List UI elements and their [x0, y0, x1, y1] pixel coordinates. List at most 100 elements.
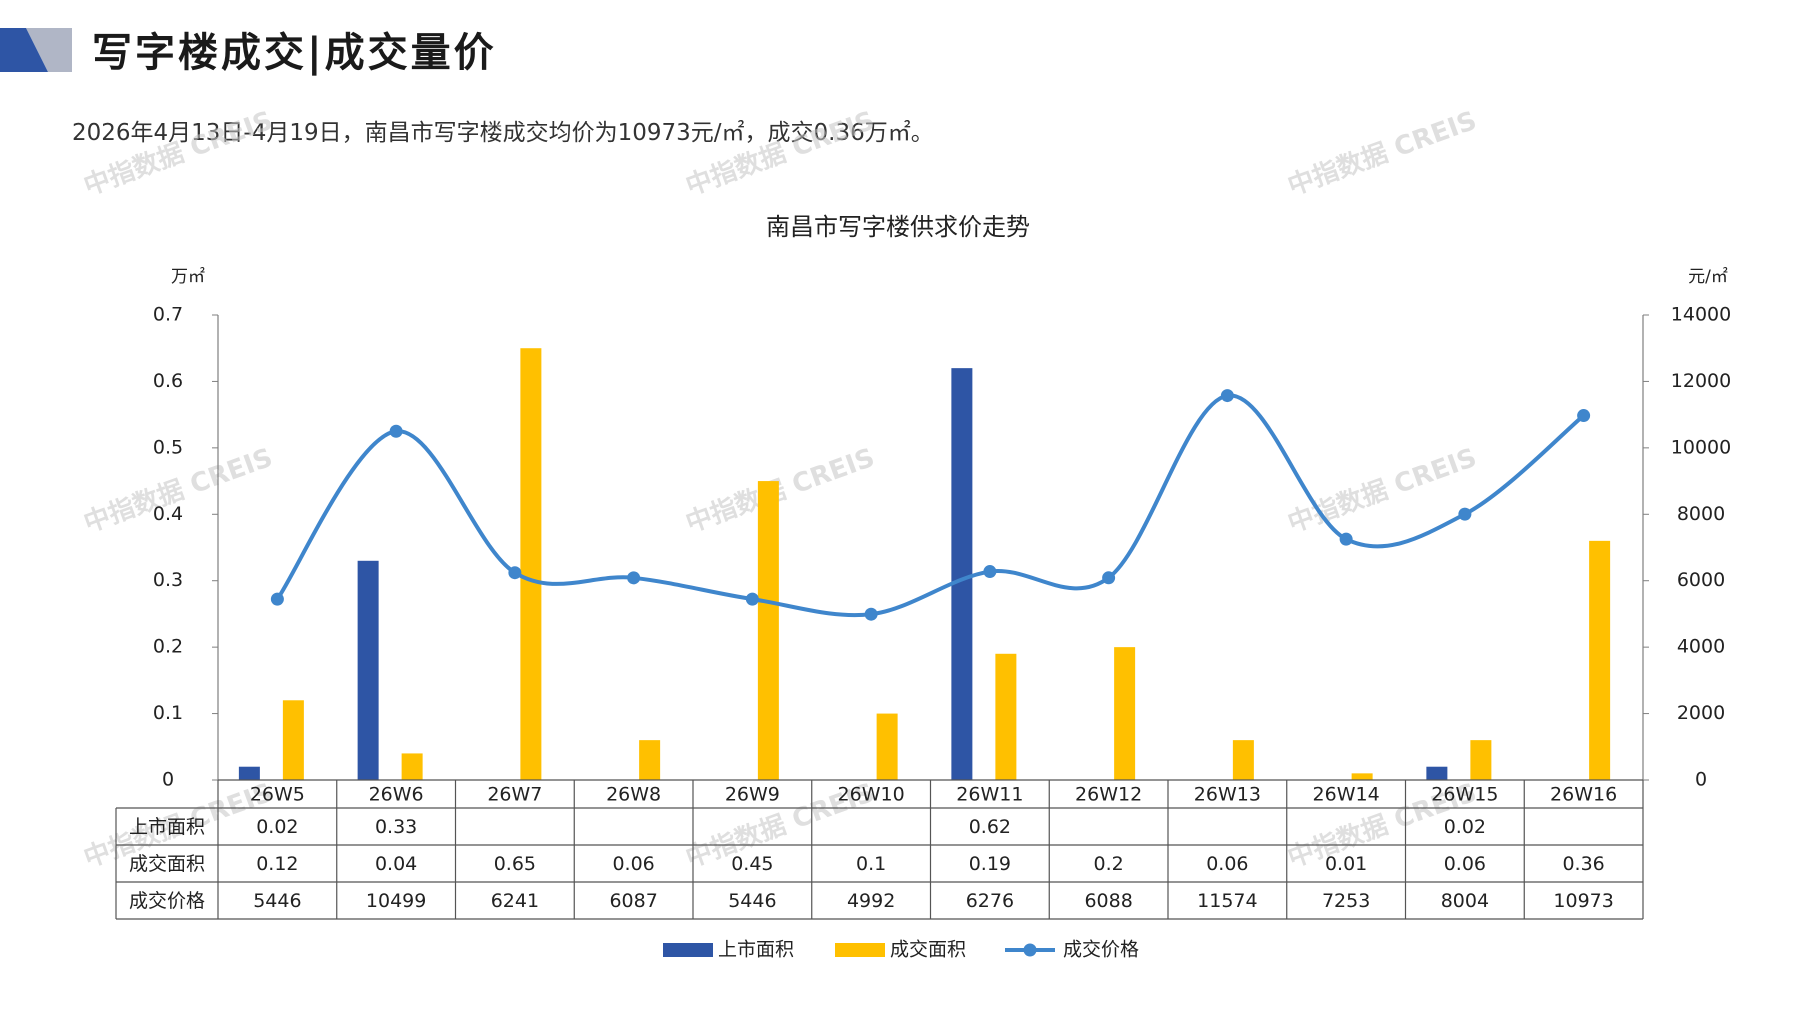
- bar-deal-area: [1589, 540, 1611, 780]
- bar-deal-area: [401, 753, 423, 780]
- price-point: [389, 424, 403, 438]
- legend-listed-swatch: [663, 943, 713, 957]
- table-cell: 7253: [1322, 890, 1370, 912]
- table-cell: 0.06: [1444, 853, 1486, 875]
- table-cell: 0.06: [1206, 853, 1248, 875]
- left-axis-unit: 万㎡: [171, 267, 205, 287]
- price-point: [864, 607, 878, 621]
- bar-deal-area: [639, 740, 661, 780]
- price-point: [270, 592, 284, 606]
- right-tick-label: 0: [1695, 769, 1707, 791]
- legend-price-label: 成交价格: [1063, 939, 1139, 961]
- table-row-label: 成交价格: [129, 890, 205, 912]
- price-point: [1220, 389, 1234, 403]
- table-cell: 0.2: [1094, 853, 1124, 875]
- table-cell: 10973: [1553, 890, 1613, 912]
- legend-deal-swatch: [835, 943, 885, 957]
- summary-text: 2026年4月13日-4月19日，南昌市写字楼成交均价为10973元/㎡，成交0…: [72, 120, 934, 146]
- table-cell: 0.19: [969, 853, 1011, 875]
- x-category-label: 26W12: [1075, 784, 1142, 806]
- price-point: [983, 565, 997, 579]
- x-category-label: 26W13: [1194, 784, 1261, 806]
- table-cell: 0.12: [256, 853, 298, 875]
- brand-logo-icon: [0, 28, 72, 72]
- bar-deal-area: [1351, 773, 1373, 780]
- table-cell: 6241: [491, 890, 539, 912]
- price-point: [627, 571, 641, 585]
- table-cell: 0.1: [856, 853, 886, 875]
- table-cell: 6088: [1084, 890, 1132, 912]
- x-category-label: 26W6: [369, 784, 424, 806]
- right-tick-label: 4000: [1677, 636, 1725, 658]
- table-cell: 6087: [609, 890, 657, 912]
- left-tick-label: 0.4: [153, 503, 183, 525]
- right-tick-label: 8000: [1677, 503, 1725, 525]
- table-cell: 0.04: [375, 853, 417, 875]
- left-tick-label: 0.7: [153, 304, 183, 326]
- table-cell: 5446: [253, 890, 301, 912]
- right-tick-label: 2000: [1677, 702, 1725, 724]
- page-title: 写字楼成交|成交量价: [92, 30, 497, 76]
- table-cell: 0.62: [969, 816, 1011, 838]
- table-cell: 0.02: [256, 816, 298, 838]
- right-tick-label: 14000: [1671, 304, 1731, 326]
- left-tick-label: 0.3: [153, 569, 183, 591]
- price-point: [745, 592, 759, 606]
- right-tick-label: 10000: [1671, 436, 1731, 458]
- price-point: [1577, 409, 1591, 423]
- price-point: [1339, 532, 1353, 546]
- left-tick-label: 0.5: [153, 436, 183, 458]
- price-line: [275, 393, 1585, 618]
- right-axis-unit: 元/㎡: [1688, 267, 1728, 287]
- left-tick-label: 0.2: [153, 636, 183, 658]
- table-cell: 0.01: [1325, 853, 1367, 875]
- table-cell: 11574: [1197, 890, 1257, 912]
- table-cell: 10499: [366, 890, 426, 912]
- left-tick-label: 0.1: [153, 702, 183, 724]
- table-cell: 0.65: [494, 853, 536, 875]
- table-cell: 0.06: [612, 853, 654, 875]
- bar-listed-area: [357, 560, 379, 780]
- table-row-label: 成交面积: [129, 853, 205, 875]
- x-category-label: 26W10: [838, 784, 905, 806]
- table-cell: 5446: [728, 890, 776, 912]
- bar-deal-area: [1470, 740, 1492, 780]
- bar-deal-area: [876, 713, 898, 780]
- bar-deal-area: [757, 481, 779, 780]
- bar-deal-area: [1232, 740, 1254, 780]
- legend-price-marker: [1023, 943, 1037, 957]
- table-cell: 6276: [966, 890, 1014, 912]
- table-cell: 0.45: [731, 853, 773, 875]
- x-category-label: 26W11: [956, 784, 1023, 806]
- x-category-label: 26W9: [725, 784, 780, 806]
- bar-listed-area: [951, 368, 973, 780]
- x-category-label: 26W14: [1313, 784, 1380, 806]
- chart-title: 南昌市写字楼供求价走势: [766, 213, 1030, 241]
- bar-deal-area: [520, 348, 542, 780]
- table-cell: 8004: [1441, 890, 1489, 912]
- right-tick-label: 6000: [1677, 569, 1725, 591]
- x-category-label: 26W5: [250, 784, 305, 806]
- left-tick-label: 0: [162, 769, 174, 791]
- table-cell: 4992: [847, 890, 895, 912]
- price-point: [1458, 507, 1472, 521]
- x-category-label: 26W7: [487, 784, 542, 806]
- bar-listed-area: [1426, 766, 1448, 780]
- left-tick-label: 0.6: [153, 370, 183, 392]
- table-cell: 0.36: [1562, 853, 1604, 875]
- table-row-label: 上市面积: [129, 816, 205, 838]
- x-category-label: 26W15: [1431, 784, 1498, 806]
- x-category-label: 26W16: [1550, 784, 1617, 806]
- table-cell: 0.02: [1444, 816, 1486, 838]
- table-cell: 0.33: [375, 816, 417, 838]
- bar-deal-area: [1114, 647, 1136, 780]
- legend-deal-label: 成交面积: [890, 939, 966, 961]
- bar-listed-area: [238, 766, 260, 780]
- bar-deal-area: [282, 700, 304, 780]
- legend-listed-label: 上市面积: [718, 939, 794, 961]
- price-point: [508, 566, 522, 580]
- price-point: [1102, 571, 1116, 585]
- right-tick-label: 12000: [1671, 370, 1731, 392]
- bar-deal-area: [995, 653, 1017, 780]
